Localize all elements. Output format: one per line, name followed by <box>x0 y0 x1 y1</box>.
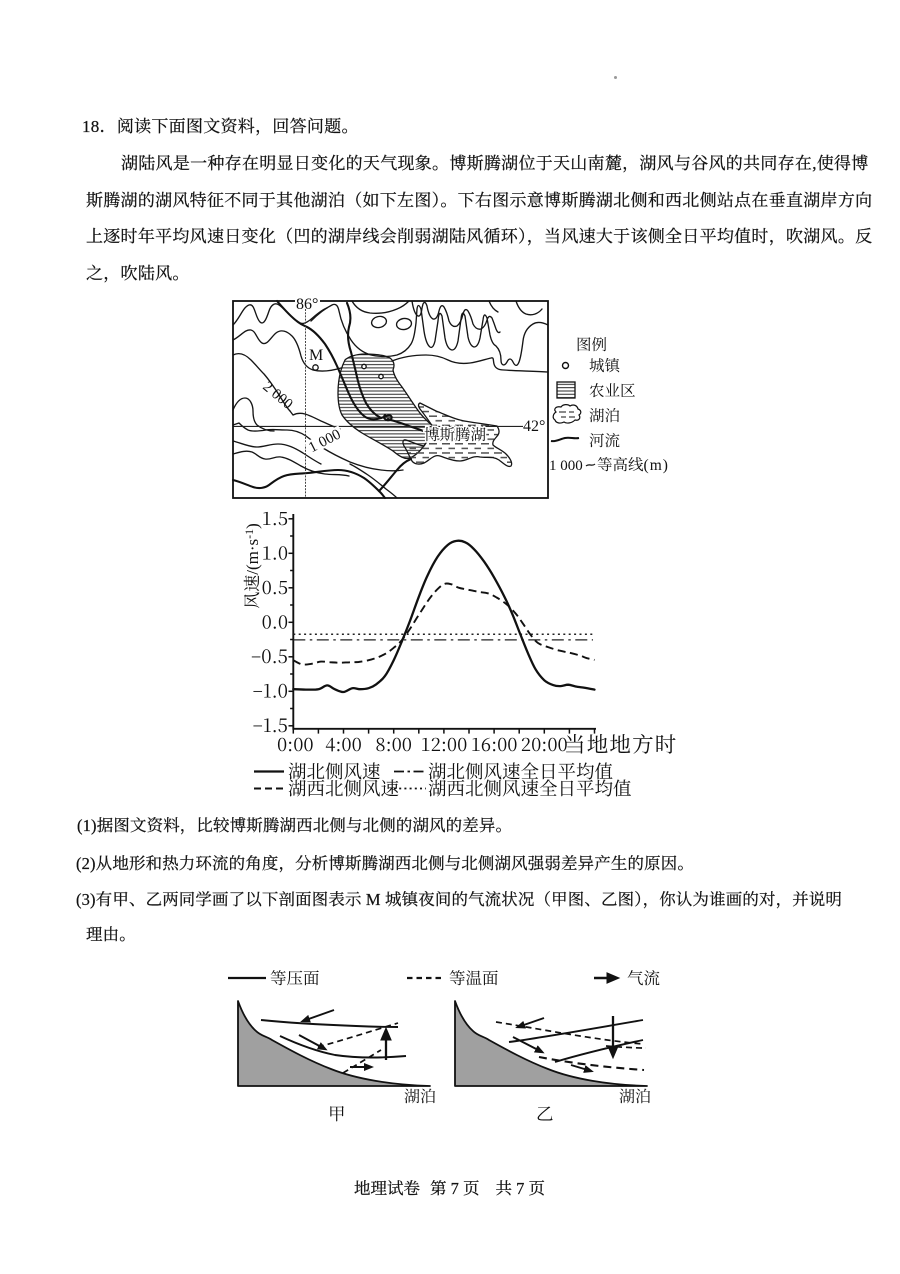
svg-text:0.5: 0.5 <box>262 574 288 600</box>
svg-text:12:00: 12:00 <box>421 731 468 757</box>
svg-text:0.0: 0.0 <box>262 609 288 635</box>
svg-text:乙: 乙 <box>536 1101 554 1126</box>
svg-text:8:00: 8:00 <box>375 731 412 757</box>
svg-text:等压面: 等压面 <box>270 965 320 989</box>
svg-text:风速/(m·s-1): 风速/(m·s-1) <box>238 523 263 609</box>
svg-text:湖泊: 湖泊 <box>619 1084 651 1107</box>
svg-text:等温面: 等温面 <box>449 965 499 989</box>
svg-text:1 000: 1 000 <box>549 458 583 474</box>
svg-text:湖北侧风速全日平均值: 湖北侧风速全日平均值 <box>428 758 614 784</box>
svg-text:20:00: 20:00 <box>521 731 568 757</box>
svg-text:图例: 图例 <box>576 333 607 355</box>
svg-text:当地地方时: 当地地方时 <box>564 728 678 759</box>
svg-text:湖泊: 湖泊 <box>404 1084 436 1107</box>
svg-text:−1.5: −1.5 <box>252 712 288 738</box>
svg-text:甲: 甲 <box>328 1101 346 1126</box>
svg-text:0:00: 0:00 <box>277 731 314 757</box>
svg-text:86°: 86° <box>296 296 318 313</box>
svg-text:气流: 气流 <box>627 965 660 989</box>
svg-text:1.0: 1.0 <box>262 540 288 566</box>
svg-text:−1.0: −1.0 <box>252 678 288 704</box>
svg-text:16:00: 16:00 <box>471 731 518 757</box>
svg-text:湖西北侧风速: 湖西北侧风速 <box>288 775 399 801</box>
svg-text:城镇: 城镇 <box>589 354 620 376</box>
svg-text:4:00: 4:00 <box>325 731 362 757</box>
svg-text:1.5: 1.5 <box>262 505 288 531</box>
svg-text:42°: 42° <box>523 418 545 435</box>
svg-text:湖泊: 湖泊 <box>589 404 620 426</box>
svg-text:等高线(m): 等高线(m) <box>597 453 668 475</box>
svg-text:湖北侧风速: 湖北侧风速 <box>288 758 381 784</box>
svg-text:湖西北侧风速全日平均值: 湖西北侧风速全日平均值 <box>428 775 632 801</box>
svg-text:M: M <box>309 347 323 364</box>
svg-text:−0.5: −0.5 <box>251 643 288 669</box>
svg-text:河流: 河流 <box>589 429 620 451</box>
svg-text:农业区: 农业区 <box>589 379 636 401</box>
svg-text:博斯腾湖: 博斯腾湖 <box>424 423 486 445</box>
